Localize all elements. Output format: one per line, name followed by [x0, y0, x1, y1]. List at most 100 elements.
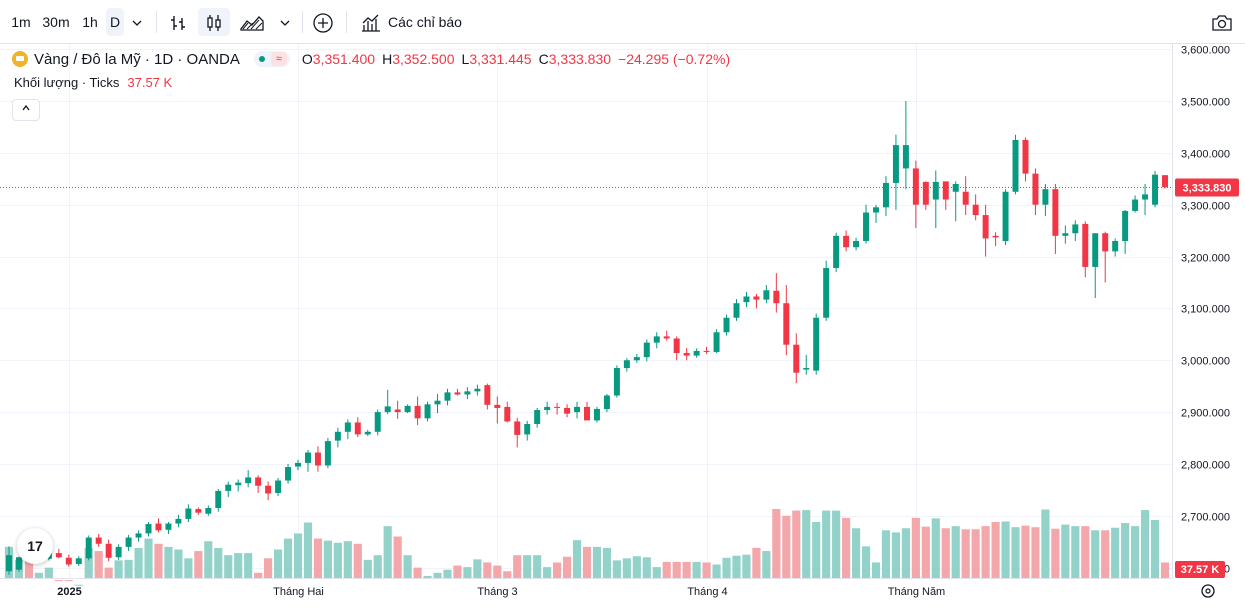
volume-bar: [911, 517, 920, 578]
volume-bar: [283, 538, 293, 578]
volume-bar: [632, 556, 641, 578]
volume-bar: [1101, 530, 1110, 578]
volume-bar: [921, 526, 930, 578]
candle-body: [514, 421, 521, 435]
candle-body: [1022, 139, 1029, 174]
price-tick-label: 3,600.000: [1181, 45, 1230, 57]
top-toolbar: 1m 30m 1h D Các chỉ báo: [0, 0, 1245, 44]
interval-1h[interactable]: 1h: [82, 14, 98, 30]
volume-bar: [144, 538, 153, 578]
candle-body: [912, 168, 919, 205]
volume-bar: [463, 567, 472, 578]
volume-bar: [433, 572, 442, 578]
candle-body: [354, 422, 361, 435]
candle-body: [434, 400, 441, 405]
interval-30m[interactable]: 30m: [42, 14, 70, 30]
volume-bar: [303, 522, 313, 578]
candle-body: [554, 406, 561, 408]
candle-body: [902, 145, 909, 169]
volume-bar: [642, 557, 651, 578]
candle-body: [1092, 233, 1099, 267]
candle-body: [55, 553, 62, 558]
candle-body: [603, 395, 610, 409]
indicators-button[interactable]: Các chỉ báo: [356, 8, 468, 36]
candle-body: [613, 368, 620, 396]
volume-bar: [1041, 509, 1050, 578]
candle-body: [454, 392, 461, 395]
grid: [0, 44, 1172, 578]
price-tick-label: 3,000.000: [1181, 356, 1230, 368]
symbol-title[interactable]: Vàng / Đô la Mỹ · 1D · OANDA: [34, 50, 240, 68]
volume-bar: [622, 558, 631, 578]
volume-bars: [4, 509, 1170, 586]
volume-bar: [323, 540, 332, 578]
candle-body: [643, 342, 650, 358]
candle-body: [474, 388, 481, 392]
candles: [6, 101, 1168, 575]
compare-symbol-button[interactable]: [309, 8, 337, 36]
ohlc-bars-icon: [171, 16, 185, 31]
interval-dropdown[interactable]: [128, 8, 146, 36]
collapse-legend-button[interactable]: [12, 99, 40, 121]
screenshot-button[interactable]: [1208, 8, 1236, 36]
candle-body: [663, 336, 670, 339]
indicators-icon: [362, 14, 380, 32]
candle-body: [444, 392, 451, 401]
candle-body: [15, 557, 22, 570]
interval-d[interactable]: D: [106, 8, 124, 36]
toolbar-divider: [156, 11, 157, 33]
volume-bar: [403, 555, 412, 578]
price-axis-background: [1173, 44, 1245, 608]
volume-bar: [443, 569, 452, 578]
candle-body: [225, 484, 232, 491]
volume-bar: [901, 528, 910, 578]
candle-body: [773, 290, 780, 304]
volume-bar: [94, 551, 103, 578]
candle-body: [1162, 175, 1168, 188]
candles-chart-type-button[interactable]: [198, 8, 230, 36]
volume-bar: [582, 546, 592, 578]
candle-body: [265, 485, 272, 494]
volume-bar: [473, 559, 482, 578]
candle-body: [215, 490, 222, 509]
market-open-dot-icon: [258, 56, 265, 63]
candle-body: [853, 241, 860, 248]
time-tick-label: Tháng Hai: [273, 586, 324, 598]
candle-body: [504, 406, 511, 422]
volume-bar: [114, 560, 123, 578]
volume-bar: [224, 555, 233, 578]
candle-body: [564, 407, 571, 414]
volume-bar: [333, 542, 342, 578]
volume-bar: [1071, 526, 1080, 578]
volume-bar: [812, 522, 821, 578]
candle-body: [1122, 210, 1129, 242]
candle-body: [155, 523, 162, 531]
price-tick-label: 3,500.000: [1181, 97, 1230, 109]
area-chart-type-button[interactable]: [236, 8, 268, 36]
time-tick-label: Tháng Năm: [888, 586, 945, 598]
price-tick-label: 3,300.000: [1181, 201, 1230, 213]
volume-bar: [722, 557, 731, 578]
candle-body: [295, 462, 301, 467]
volume-bar: [254, 572, 263, 578]
candle-body: [324, 441, 331, 466]
tradingview-logo[interactable]: 17: [17, 528, 53, 564]
chart-type-dropdown[interactable]: [276, 8, 294, 36]
status-toggle[interactable]: ≈: [253, 51, 290, 68]
volume-bar: [842, 517, 851, 578]
bar-chart-type-button[interactable]: [164, 8, 192, 36]
last-price-badge: [1175, 178, 1239, 197]
settings-gear-icon[interactable]: [1201, 584, 1215, 598]
chevron-up-icon: [22, 104, 30, 111]
volume-bar: [931, 518, 940, 578]
volume-bar: [503, 571, 512, 578]
close-label: C: [538, 51, 549, 68]
interval-1m[interactable]: 1m: [11, 14, 31, 30]
volume-bar: [184, 558, 193, 578]
volume-label[interactable]: Khối lượng · Ticks: [14, 75, 120, 90]
candle-body: [245, 477, 252, 484]
candle-body: [135, 533, 142, 538]
candle-body: [673, 338, 680, 353]
candle-body: [882, 182, 889, 208]
